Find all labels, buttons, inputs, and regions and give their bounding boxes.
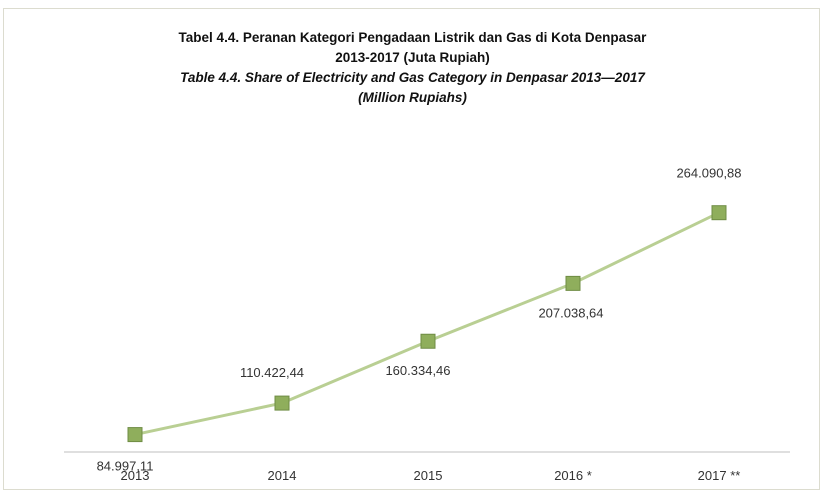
- data-label-2013: 84.997,11: [97, 459, 154, 474]
- x-tick-2015: 2015: [414, 468, 443, 483]
- chart-title-block: Tabel 4.4. Peranan Kategori Pengadaan Li…: [0, 28, 825, 108]
- x-tick-2016: 2016 *: [554, 468, 592, 483]
- data-label-2015: 160.334,46: [385, 363, 450, 378]
- chart-subtitle-line2: (Million Rupiahs): [358, 90, 467, 105]
- x-tick-2014: 2014: [268, 468, 297, 483]
- data-label-2017: 264.090,88: [676, 166, 741, 181]
- data-point-2014: [274, 395, 290, 411]
- data-point-2017: [711, 205, 727, 221]
- data-point-2016: [565, 275, 581, 291]
- data-label-2014: 110.422,44: [240, 365, 304, 380]
- chart-title: Tabel 4.4. Peranan Kategori Pengadaan Li…: [178, 30, 647, 45]
- x-tick-2013: 2013: [121, 468, 150, 483]
- series-line: [134, 211, 720, 437]
- data-label-2016: 207.038,64: [538, 305, 603, 320]
- x-tick-labels: 2013 2014 2015 2016 * 2017 **: [121, 468, 741, 483]
- chart-subtitle: Table 4.4. Share of Electricity and Gas …: [180, 70, 645, 85]
- x-tick-2017: 2017 **: [698, 468, 741, 483]
- data-point-2013: [127, 427, 143, 443]
- chart-frame: [3, 8, 820, 490]
- data-markers: [127, 205, 727, 443]
- data-labels: 84.997,11 110.422,44 160.334,46 207.038,64 2…: [97, 166, 742, 474]
- chart-title-line2: 2013-2017 (Juta Rupiah): [335, 50, 490, 65]
- data-point-2015: [420, 333, 436, 349]
